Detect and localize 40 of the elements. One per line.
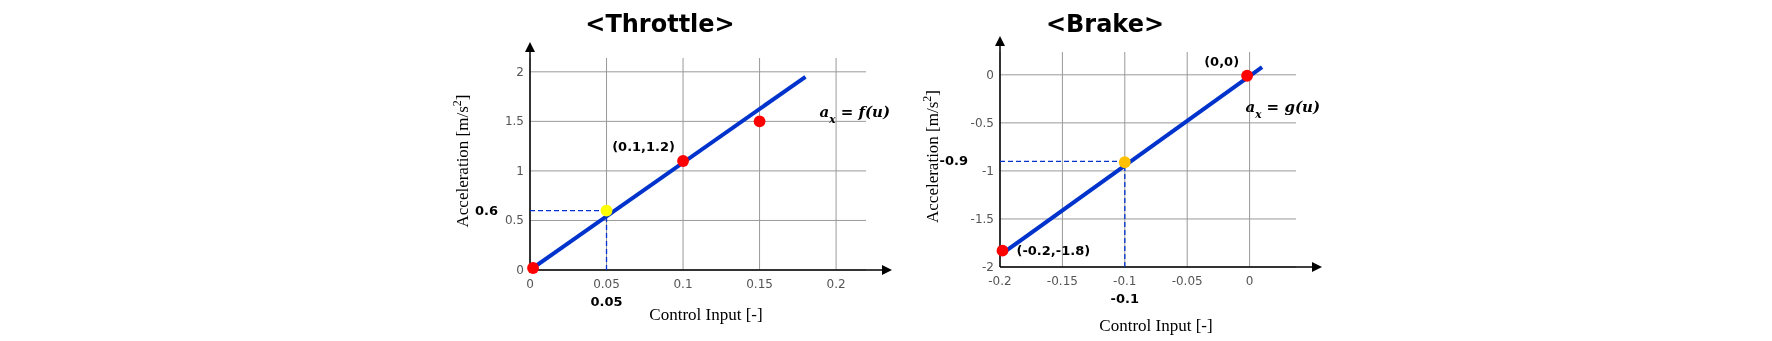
ref-line-label: -0.1 <box>1110 291 1140 306</box>
point <box>753 115 766 128</box>
x-tick-label: 0.2 <box>826 277 846 291</box>
annotation: a$_{x}$ = f(u) <box>819 103 890 126</box>
point <box>600 204 613 217</box>
y-tick-label: 1 <box>516 163 524 178</box>
y-tick-label: -2 <box>982 260 994 274</box>
y-tick-label: -1 <box>982 163 994 178</box>
x-tick-label: -0.1 <box>1113 274 1137 288</box>
annotation: (0,0) <box>1204 53 1240 69</box>
point <box>677 155 689 167</box>
chart-title: <Brake> <box>1045 10 1165 38</box>
annotation: a$_{x}$ = g(u) <box>1245 98 1320 121</box>
ref-line-label: 0.05 <box>590 294 623 309</box>
y-tick-label: 0.5 <box>504 213 524 228</box>
x-tick-label: -0.2 <box>988 274 1012 288</box>
x-tick-label: 0.05 <box>593 277 620 291</box>
x-tick-label: 0.1 <box>673 277 693 291</box>
x-tick-label: -0.05 <box>1171 274 1203 288</box>
y-tick-label: 2 <box>516 64 524 79</box>
chart-title: <Throttle> <box>585 10 735 38</box>
ref-line-label: 0.6 <box>474 202 498 218</box>
x-tick-label: -0.15 <box>1046 274 1078 288</box>
y-tick-label: 0 <box>986 67 994 82</box>
x-axis-title: Control Input [-] <box>1099 316 1213 335</box>
y-tick-label: -1.5 <box>970 211 994 226</box>
ref-line-label: -0.9 <box>939 153 968 169</box>
x-tick-label: 0 <box>526 277 534 291</box>
x-axis-title: Control Input [-] <box>649 305 763 324</box>
point <box>996 244 1009 257</box>
point <box>1118 156 1131 169</box>
y-tick-label: 1.5 <box>504 114 524 129</box>
point <box>527 262 539 274</box>
x-tick-label: 0 <box>1245 274 1254 288</box>
point <box>1241 69 1254 82</box>
annotation: (-0.2,-1.8) <box>1016 242 1091 258</box>
annotation: (0.1,1.2) <box>612 139 676 154</box>
x-tick-label: 0.15 <box>746 277 773 291</box>
y-tick-label: -0.5 <box>970 115 994 130</box>
y-tick-label: 0 <box>516 263 524 277</box>
